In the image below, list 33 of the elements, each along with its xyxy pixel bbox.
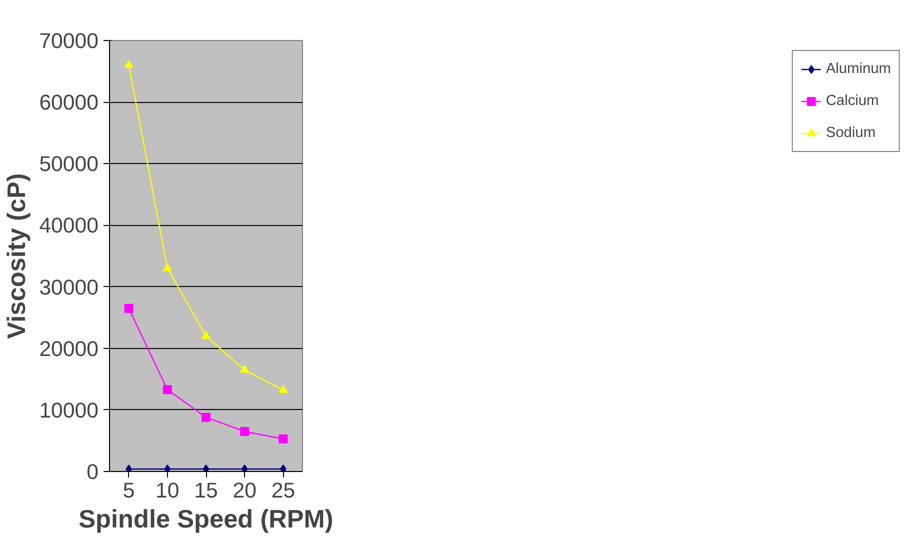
point: [202, 330, 210, 339]
y-tick-label: 60000: [39, 90, 99, 115]
x-tick-label: 10: [156, 478, 180, 502]
y-tick-label: 20000: [39, 336, 99, 361]
x-tick-label: 15: [194, 478, 218, 502]
legend-label: Sodium: [826, 125, 876, 141]
x-tick-label: 5: [122, 478, 135, 502]
point: [162, 385, 172, 394]
point: [124, 60, 134, 68]
y-tick-label: 50000: [39, 152, 99, 176]
x-tick-label: 25: [271, 478, 296, 502]
point: [280, 464, 286, 472]
point: [162, 263, 172, 272]
y-tick-label: 0: [86, 460, 99, 484]
legend-label: Calcium: [826, 93, 879, 109]
y-tick-label: 30000: [39, 275, 99, 300]
point: [202, 412, 210, 422]
y-axis-title: Viscosity (cP): [3, 173, 32, 339]
point: [124, 304, 134, 313]
point: [278, 434, 288, 444]
point: [126, 464, 132, 472]
x-axis-title: Spindle Speed (RPM): [78, 506, 334, 534]
point: [202, 464, 210, 472]
y-tick-label: 70000: [39, 29, 99, 53]
point: [278, 385, 288, 394]
legend-label: Aluminum: [826, 61, 891, 77]
point: [240, 364, 250, 373]
y-tick-label: 10000: [39, 398, 99, 422]
point: [241, 464, 248, 472]
y-tick-label: 40000: [39, 214, 99, 238]
point: [240, 426, 250, 436]
x-tick-label: 20: [232, 478, 257, 502]
point: [164, 464, 171, 472]
